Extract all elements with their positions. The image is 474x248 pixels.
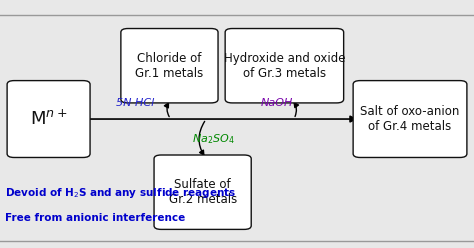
Text: 5N HCl: 5N HCl xyxy=(116,98,154,108)
FancyBboxPatch shape xyxy=(154,155,251,229)
Text: Salt of oxo-anion
of Gr.4 metals: Salt of oxo-anion of Gr.4 metals xyxy=(360,105,460,133)
Text: Hydroxide and oxide
of Gr.3 metals: Hydroxide and oxide of Gr.3 metals xyxy=(224,52,345,80)
FancyBboxPatch shape xyxy=(353,81,467,157)
Text: M$^{n+}$: M$^{n+}$ xyxy=(30,109,67,129)
FancyBboxPatch shape xyxy=(225,29,344,103)
FancyBboxPatch shape xyxy=(7,81,90,157)
Text: NaOH: NaOH xyxy=(261,98,293,108)
Text: Devoid of H$_2$S and any sulfide reagents: Devoid of H$_2$S and any sulfide reagent… xyxy=(5,186,236,200)
Text: Na$_2$SO$_4$: Na$_2$SO$_4$ xyxy=(192,132,235,146)
Text: Chloride of
Gr.1 metals: Chloride of Gr.1 metals xyxy=(136,52,203,80)
Text: Free from anionic interference: Free from anionic interference xyxy=(5,213,185,223)
Text: Sulfate of
Gr.2 metals: Sulfate of Gr.2 metals xyxy=(169,178,237,206)
FancyBboxPatch shape xyxy=(121,29,218,103)
